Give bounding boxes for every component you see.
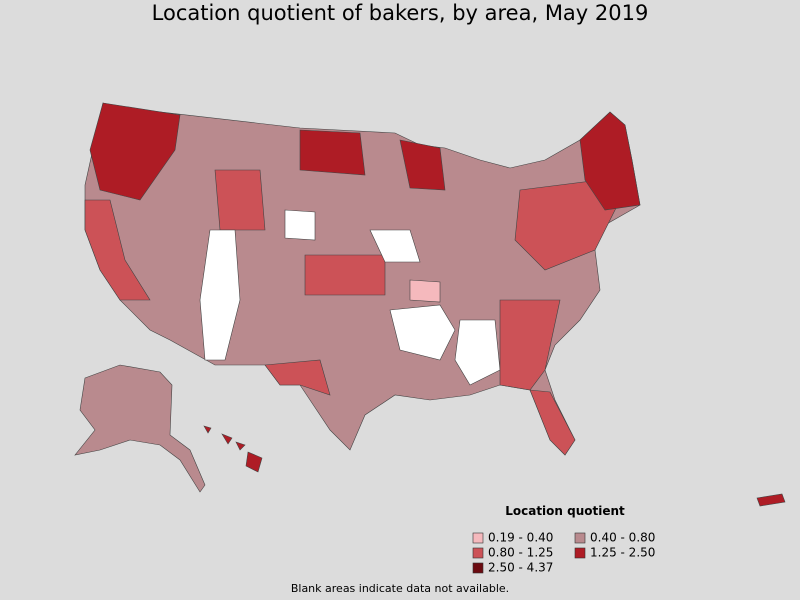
region-no-data bbox=[369, 229, 421, 263]
region-patch bbox=[304, 254, 386, 296]
legend-swatch bbox=[574, 532, 586, 544]
legend-swatch bbox=[472, 562, 484, 574]
legend-title: Location quotient bbox=[505, 504, 625, 518]
legend-label: 1.25 - 2.50 bbox=[590, 546, 655, 560]
region-no-data bbox=[389, 304, 456, 361]
region-patch bbox=[299, 129, 366, 176]
legend-swatch bbox=[472, 532, 484, 544]
region-hawaii bbox=[245, 451, 263, 473]
region-patch bbox=[264, 359, 331, 396]
region-patch bbox=[84, 199, 151, 301]
region-no-data bbox=[199, 229, 241, 361]
region-hawaii bbox=[221, 433, 233, 445]
region-hawaii bbox=[203, 425, 212, 434]
region-patch bbox=[89, 102, 181, 201]
footnote: Blank areas indicate data not available. bbox=[291, 582, 509, 595]
legend-label: 0.19 - 0.40 bbox=[488, 531, 553, 545]
region-puerto-rico bbox=[756, 493, 786, 507]
region-no-data bbox=[454, 319, 501, 386]
legend-swatch bbox=[472, 547, 484, 559]
legend-label: 0.40 - 0.80 bbox=[590, 531, 655, 545]
region-no-data bbox=[284, 209, 316, 241]
region-patch bbox=[499, 299, 561, 391]
map-title: Location quotient of bakers, by area, Ma… bbox=[152, 1, 649, 25]
region-alaska bbox=[74, 364, 206, 493]
legend: 0.19 - 0.40 0.40 - 0.80 0.80 - 1.25 1.25 - … bbox=[472, 531, 655, 575]
legend-swatch bbox=[574, 547, 586, 559]
region-hawaii bbox=[235, 441, 246, 451]
legend-label: 2.50 - 4.37 bbox=[488, 561, 553, 575]
region-patch bbox=[409, 279, 441, 303]
region-patch bbox=[399, 139, 446, 191]
legend-label: 0.80 - 1.25 bbox=[488, 546, 553, 560]
region-patch bbox=[214, 169, 266, 231]
region-patch bbox=[579, 111, 641, 211]
region-patch bbox=[529, 389, 576, 456]
